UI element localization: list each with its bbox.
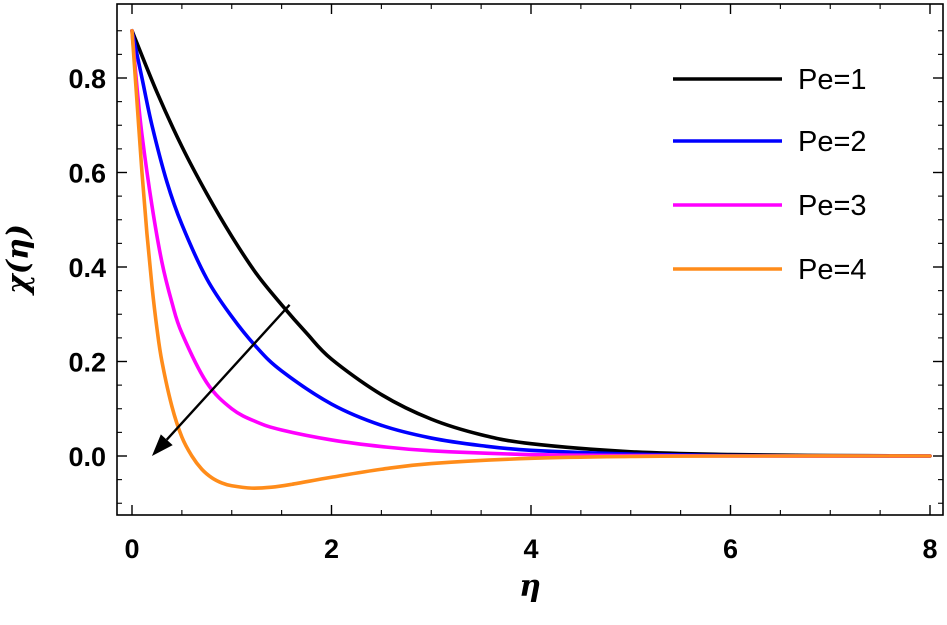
y-tick-label: 0.2	[68, 348, 106, 378]
series-line-4	[130, 28, 932, 490]
y-tick-label: 0.6	[68, 159, 106, 189]
legend-label-4: Pe=4	[798, 254, 867, 286]
x-tick-label: 2	[324, 534, 339, 564]
x-tick-label: 6	[723, 534, 738, 564]
x-tick-label: 4	[523, 534, 538, 564]
series-lines	[130, 28, 932, 490]
arrow-head	[151, 434, 173, 456]
x-axis-title: η	[519, 569, 541, 604]
y-axis-title: χ(η)	[1, 224, 36, 296]
legend-label-2: Pe=2	[798, 126, 867, 158]
legend-label-3: Pe=3	[798, 190, 867, 222]
y-tick-label: 0.4	[68, 253, 106, 283]
y-tick-label: 0.0	[68, 442, 106, 472]
annotation	[151, 303, 291, 456]
arrow-shaft	[165, 303, 291, 441]
legend: Pe=1 Pe=2 Pe=3 Pe=4	[673, 64, 867, 286]
legend-label-1: Pe=1	[798, 64, 867, 96]
plot-frame	[116, 3, 944, 516]
ticks: 0 2 4 6 8 0.0 0.2 0.4 0.6 0.8	[68, 4, 943, 564]
y-tick-label: 0.8	[68, 64, 106, 94]
x-tick-label: 0	[124, 534, 139, 564]
x-tick-label: 8	[922, 534, 937, 564]
